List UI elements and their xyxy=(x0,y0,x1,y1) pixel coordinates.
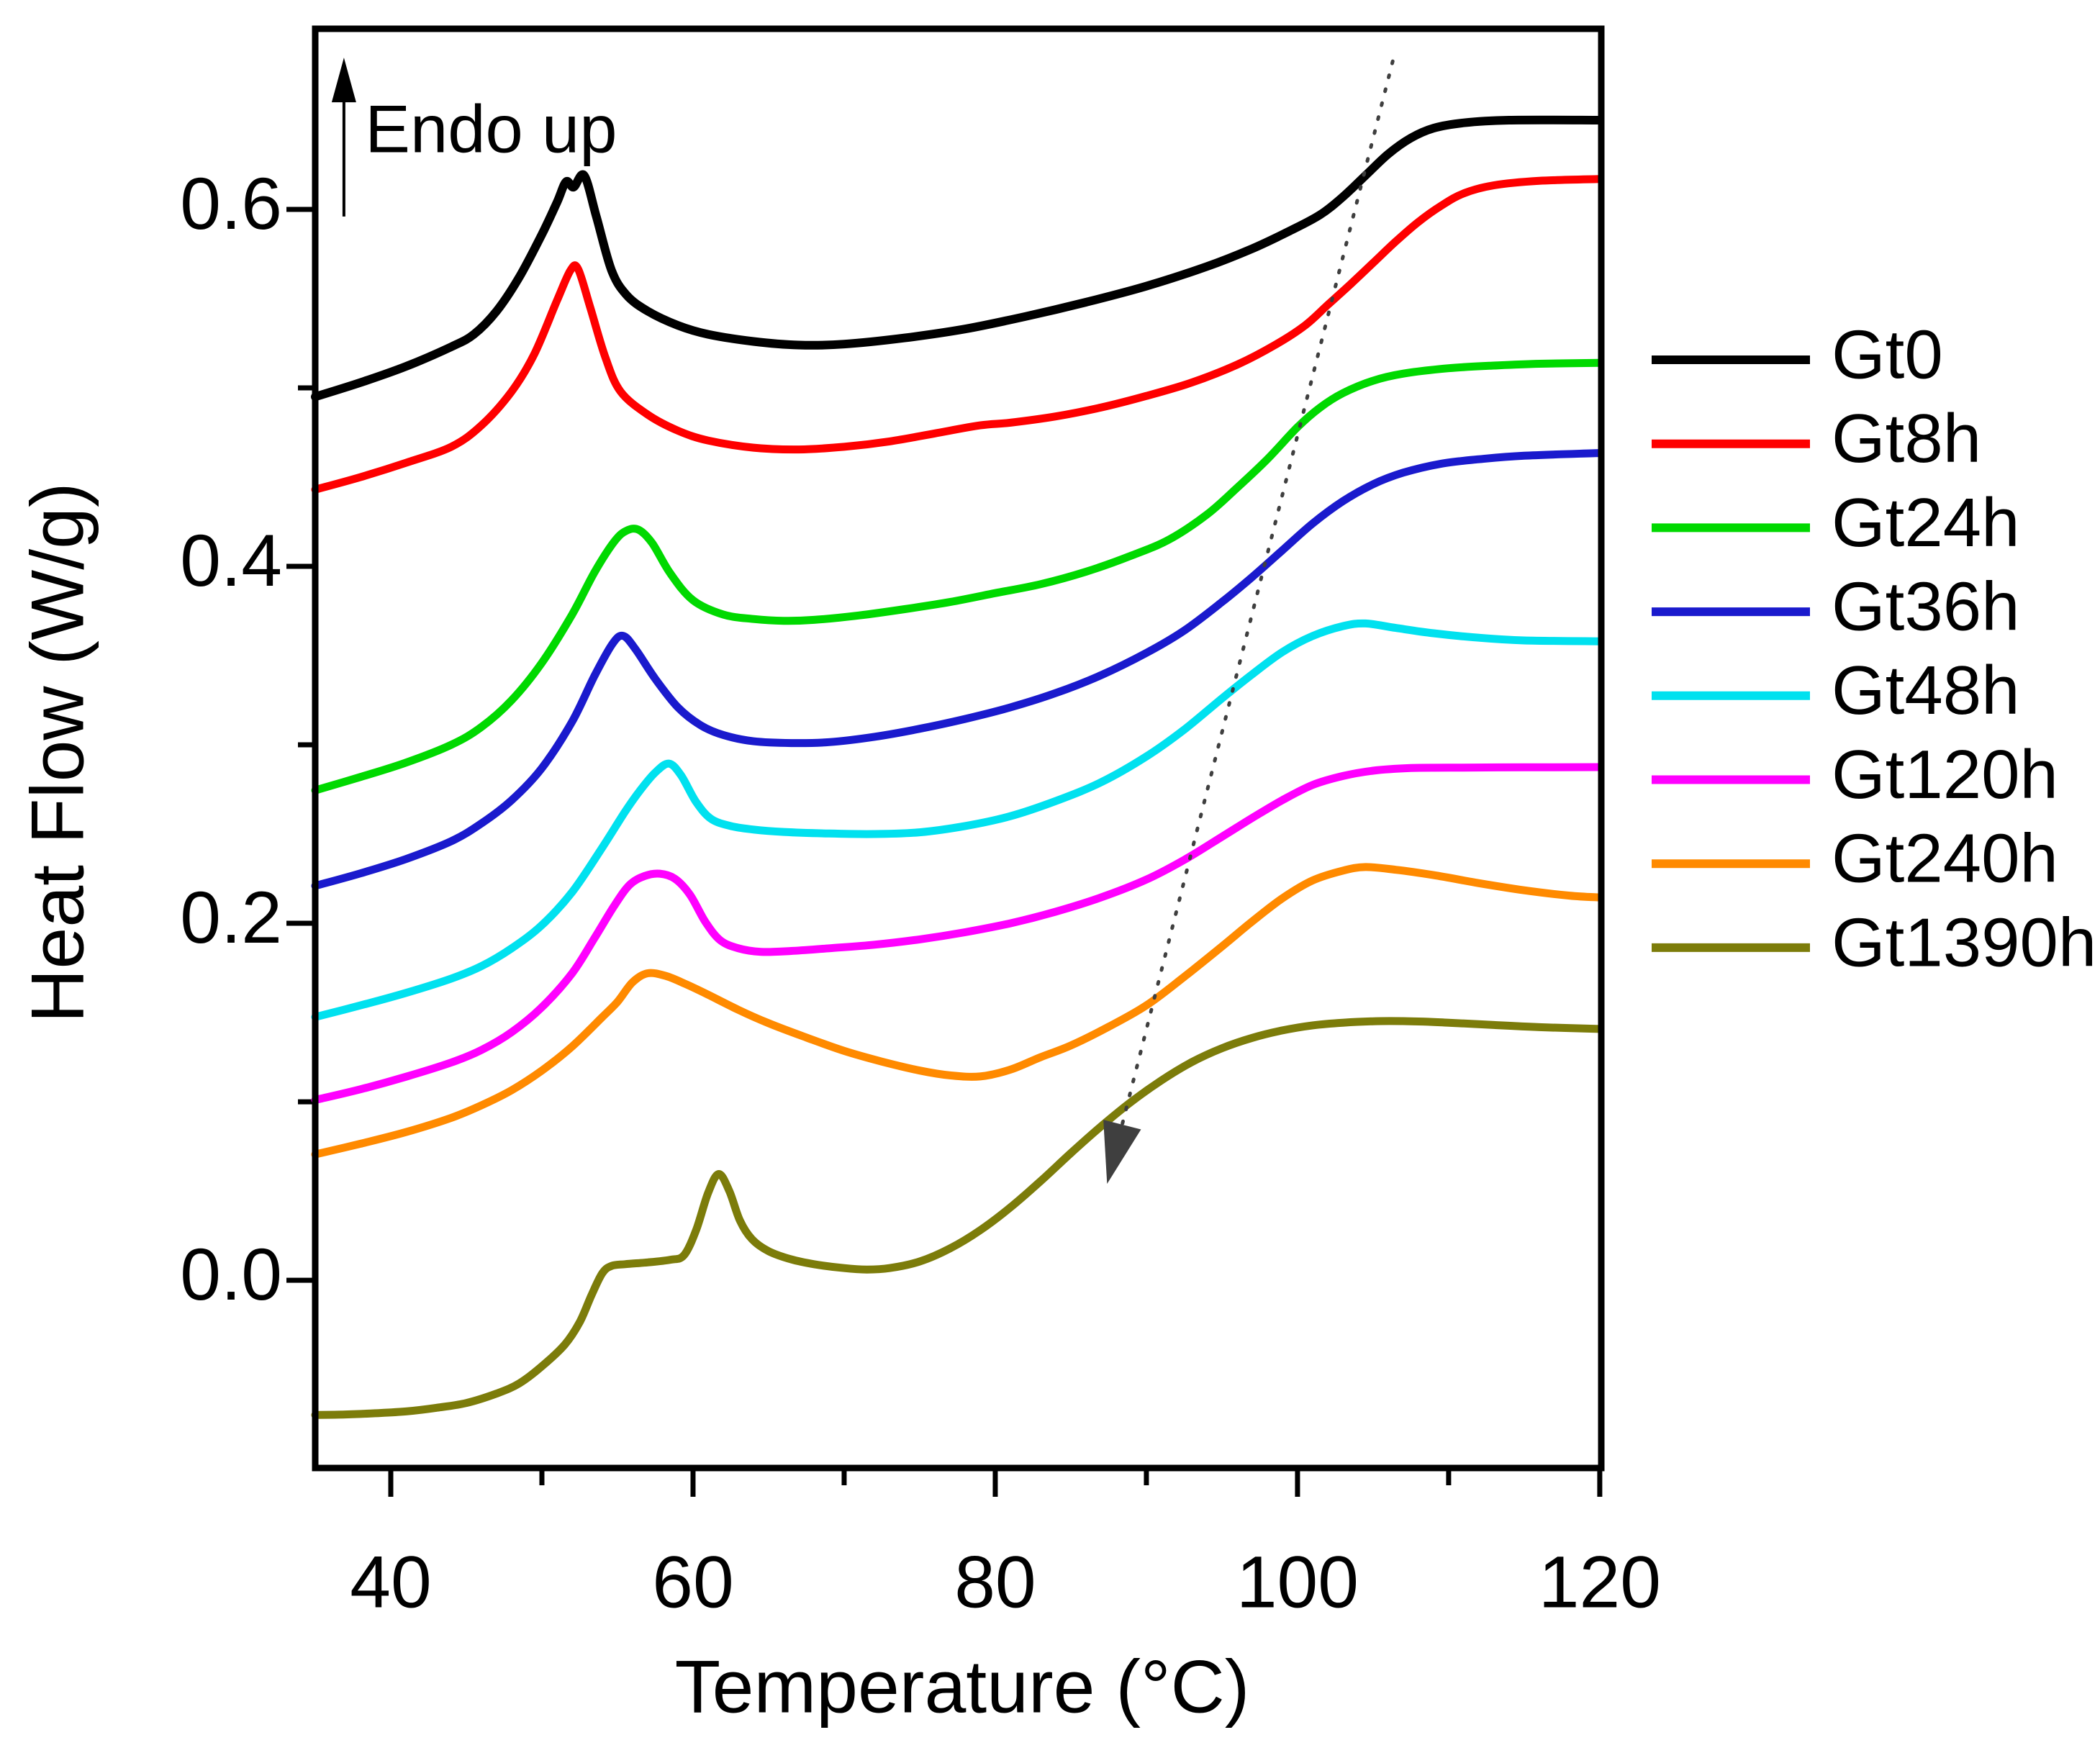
curve-Gt1390h xyxy=(311,1017,1604,1419)
curve-Gt24h xyxy=(311,358,1604,794)
curve-Gt36h xyxy=(311,449,1604,890)
x-tick-label: 60 xyxy=(652,1541,733,1623)
x-tick-label: 120 xyxy=(1539,1541,1661,1623)
curve-Gt48h xyxy=(311,619,1604,1021)
trend-arrow-dotted-line xyxy=(1120,59,1395,1127)
plot-border xyxy=(312,25,1605,1472)
x-axis-title: Temperature (°C) xyxy=(675,1645,1250,1728)
y-tick-label: 0.2 xyxy=(180,876,282,959)
endo-arrow-head xyxy=(331,58,356,103)
legend-item-Gt8h: Gt8h xyxy=(1652,400,1981,477)
legend-item-Gt240h: Gt240h xyxy=(1652,820,2058,897)
legend-item-Gt24h: Gt24h xyxy=(1652,484,2020,561)
legend-item-Gt120h: Gt120h xyxy=(1652,736,2058,813)
y-axis-title: Heat Flow (W/g) xyxy=(16,482,99,1023)
y-tick-label: 0.0 xyxy=(180,1233,282,1315)
legend-label-Gt8h: Gt8h xyxy=(1832,400,1981,477)
legend-label-Gt240h: Gt240h xyxy=(1832,820,2058,897)
legend-label-Gt120h: Gt120h xyxy=(1832,736,2058,813)
curve-Gt120h xyxy=(311,763,1604,1105)
legend-item-Gt36h: Gt36h xyxy=(1652,568,2020,645)
legend-label-Gt48h: Gt48h xyxy=(1832,652,2020,729)
legend-label-Gt0: Gt0 xyxy=(1832,316,1943,393)
curve-Gt240h xyxy=(311,863,1604,1159)
curve-Gt8h xyxy=(311,175,1604,494)
legend-label-Gt1390h: Gt1390h xyxy=(1832,904,2096,981)
x-tick-label: 40 xyxy=(350,1541,431,1623)
legend-item-Gt1390h: Gt1390h xyxy=(1652,904,2096,981)
legend-label-Gt24h: Gt24h xyxy=(1832,484,2020,561)
legend-item-Gt48h: Gt48h xyxy=(1652,652,2020,729)
trend-arrow-head xyxy=(1103,1120,1141,1184)
y-tick-label: 0.4 xyxy=(180,520,282,602)
y-tick-label: 0.6 xyxy=(180,163,282,245)
legend-label-Gt36h: Gt36h xyxy=(1832,568,2020,645)
legend-item-Gt0: Gt0 xyxy=(1652,316,1943,393)
endo-up-annotation-label: Endo up xyxy=(365,91,617,167)
x-tick-label: 100 xyxy=(1236,1541,1359,1623)
x-tick-label: 80 xyxy=(954,1541,1036,1623)
